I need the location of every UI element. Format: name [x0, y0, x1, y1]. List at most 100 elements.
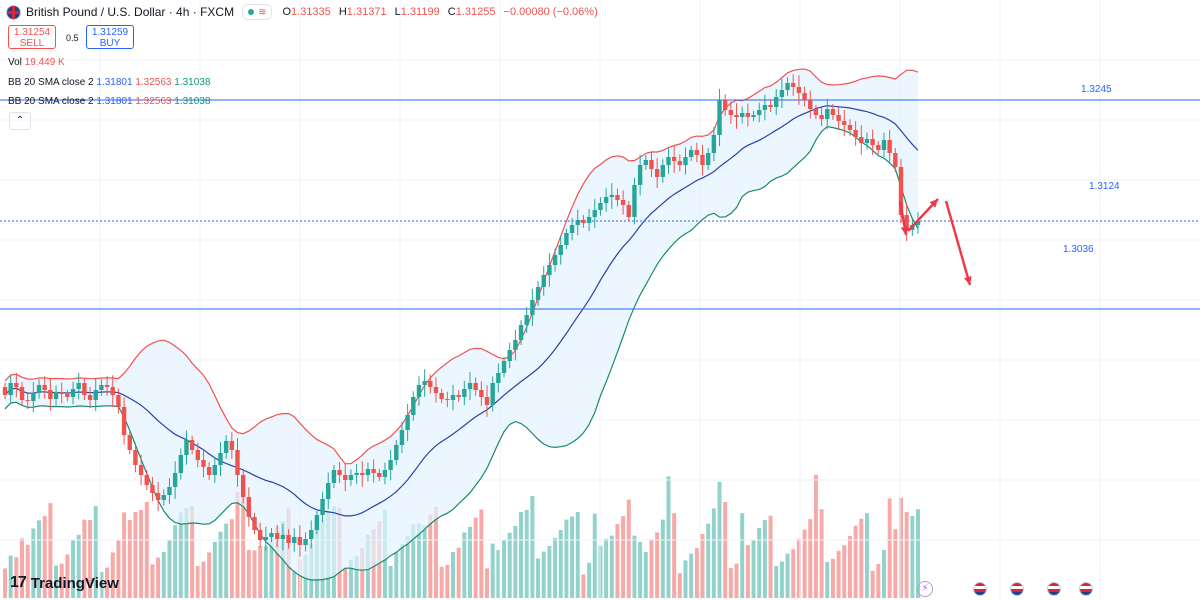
candle-body	[326, 483, 331, 499]
volume-bar	[252, 550, 257, 598]
candle-body	[422, 381, 427, 385]
volume-bar	[241, 487, 246, 598]
volume-bar	[31, 528, 36, 598]
sell-price: 1.31254	[13, 27, 51, 38]
candle-body	[496, 373, 501, 383]
lightning-icon[interactable]: ⚡	[917, 581, 933, 597]
candle-body	[473, 383, 478, 390]
volume-bar	[433, 506, 438, 598]
volume-bar	[842, 545, 847, 598]
candle-body	[904, 215, 909, 230]
candle-body	[394, 445, 399, 460]
volume-legend[interactable]: Vol 19.449 K	[8, 57, 65, 68]
collapse-legend-button[interactable]: ⌃	[9, 112, 31, 130]
buy-button[interactable]: 1.31259 BUY	[86, 25, 134, 49]
candle-body	[705, 153, 711, 165]
candle-body	[575, 220, 580, 225]
horizontal-levels[interactable]	[0, 99, 1200, 310]
bb-legend-1[interactable]: BB 20 SMA close 2 1.31801 1.32563 1.3103…	[8, 77, 211, 88]
forecast-arrows[interactable]	[898, 198, 972, 286]
bollinger-bands	[4, 68, 919, 581]
volume-bar	[575, 512, 580, 598]
arrow-down-target	[944, 200, 972, 286]
volume-bar	[139, 510, 144, 598]
volume-bar	[479, 509, 484, 598]
arrow-down-target-head	[964, 276, 972, 285]
candle-body	[581, 220, 586, 223]
candle-body	[745, 113, 751, 117]
volume-bar	[246, 550, 251, 598]
candle-body	[626, 205, 631, 217]
candle-body	[637, 165, 643, 185]
us-event-flag-icon[interactable]	[1079, 582, 1093, 596]
candle-body	[530, 300, 535, 315]
candle-body	[547, 265, 552, 275]
candle-body	[382, 470, 388, 477]
volume-bar	[207, 552, 212, 598]
level-label-middle: 1.3124	[1089, 181, 1120, 192]
candle-body	[915, 221, 921, 225]
candle-body	[740, 113, 745, 117]
volume-bar	[558, 530, 563, 598]
candle-body	[428, 381, 433, 387]
volume-bar	[768, 515, 773, 598]
volume-bar	[76, 534, 81, 598]
candle-body	[263, 537, 269, 540]
candle-body	[830, 109, 836, 115]
candle-body	[257, 530, 263, 540]
volume-bar	[127, 520, 132, 598]
bb-legend-2[interactable]: BB 20 SMA close 2 1.31801 1.32563 1.3103…	[8, 96, 211, 107]
candle-body	[898, 167, 904, 215]
volume-bar	[666, 476, 671, 598]
status-pill[interactable]: ≋	[242, 4, 273, 20]
candle-body	[235, 450, 240, 475]
candle-body	[337, 470, 342, 475]
volume-bar	[723, 502, 728, 598]
volume-bar	[258, 546, 263, 598]
sell-label: SELL	[19, 38, 45, 49]
candle-body	[558, 245, 563, 255]
volume-bar	[42, 516, 47, 598]
tradingview-logo[interactable]: 17 TradingView	[10, 574, 119, 592]
volume-bar	[530, 496, 535, 598]
candle-body	[649, 160, 654, 169]
candle-body	[808, 100, 813, 109]
volume-bar	[683, 560, 688, 598]
gbpusd-flag-icon	[6, 4, 21, 20]
us-event-flag-icon[interactable]	[1010, 582, 1024, 596]
volume-bar	[59, 563, 64, 598]
volume-bar	[485, 568, 490, 598]
candle-body	[144, 475, 149, 485]
arrow-up-head	[929, 199, 938, 208]
candle-body	[201, 460, 206, 467]
volume-bar	[354, 555, 359, 598]
chart-header: British Pound / U.S. Dollar · 4h · FXCM …	[6, 4, 603, 20]
us-event-flag-icon[interactable]	[1047, 582, 1061, 596]
volume-bar	[524, 510, 529, 598]
candle-body	[853, 130, 858, 137]
sell-button[interactable]: 1.31254 SELL	[8, 25, 56, 49]
candle-body	[229, 441, 235, 450]
volume-bar	[706, 523, 711, 598]
candle-body	[847, 125, 853, 130]
candle-body	[564, 233, 569, 245]
candle-body	[99, 385, 104, 390]
us-event-flag-icon[interactable]	[973, 582, 987, 596]
volume-bar	[428, 514, 433, 598]
volume-bar	[774, 566, 779, 598]
symbol-title[interactable]: British Pound / U.S. Dollar · 4h · FXCM	[26, 5, 235, 19]
candle-body	[8, 383, 13, 395]
candle-body	[212, 465, 218, 475]
candle-body	[734, 115, 739, 117]
candle-body	[728, 110, 734, 115]
candle-body	[791, 83, 796, 87]
volume-bar	[212, 542, 217, 598]
candle-body	[138, 465, 144, 475]
candle-body	[484, 397, 490, 405]
volume-bar	[672, 513, 677, 598]
candle-body	[314, 515, 320, 530]
candle-body	[802, 93, 807, 100]
candle-body	[893, 153, 898, 167]
volume-bar	[445, 564, 450, 598]
